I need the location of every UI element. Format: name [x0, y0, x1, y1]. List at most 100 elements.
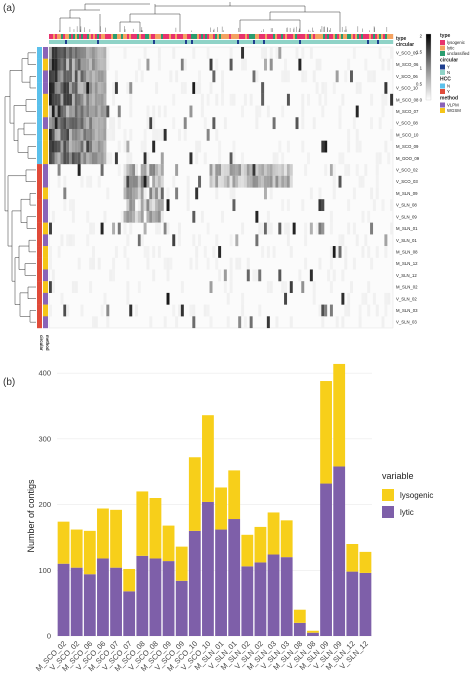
heatmap-cell [160, 199, 164, 212]
heatmap-cell [54, 117, 58, 130]
heatmap-cell [69, 58, 73, 71]
method-annotation-cell [43, 70, 48, 83]
circular-annotation-cell [127, 40, 130, 44]
heatmap-cell [387, 152, 391, 165]
type-annotation-cell [63, 34, 66, 39]
heatmap-cell [344, 304, 348, 317]
heatmap-cell [284, 175, 288, 188]
type-annotation-cell [53, 34, 56, 39]
heatmap-cell [258, 222, 262, 235]
type-annotation-cell [85, 34, 88, 39]
heatmap-cell [49, 304, 52, 317]
heatmap-cell [143, 164, 147, 176]
heatmap-cell [86, 234, 90, 247]
heatmap-cell [160, 175, 164, 188]
heatmap-cell [71, 234, 75, 247]
heatmap-cell [332, 246, 336, 258]
bar-lysogenic [228, 470, 241, 520]
heatmap-cell [94, 152, 98, 165]
heatmap-cell [301, 117, 305, 130]
heatmap-cell [157, 128, 161, 141]
heatmap-cell [86, 128, 90, 141]
heatmap-cell [86, 117, 90, 130]
type-annotation-cell [237, 34, 240, 39]
circular-annotation-cell [147, 40, 150, 44]
heatmap-cell [350, 70, 353, 83]
heatmap-cell [189, 304, 193, 317]
hcc-annotation-cell [37, 316, 42, 329]
heatmap-cell [74, 47, 78, 59]
heatmap-cell [60, 117, 64, 130]
heatmap-cell [117, 140, 121, 153]
type-annotation-cell [175, 34, 178, 39]
heatmap-cell [318, 58, 322, 71]
heatmap-cell [160, 164, 164, 176]
type-annotation-cell [349, 34, 352, 39]
type-annotation-cell [155, 34, 158, 39]
type-annotation-cell [387, 34, 390, 39]
heatmap-cell [178, 128, 181, 141]
type-annotation-cell [265, 34, 268, 39]
bar-lysogenic [320, 381, 332, 484]
type-annotation-cell [311, 34, 314, 39]
method-annotation-cell [43, 47, 48, 59]
type-annotation-cell [129, 34, 132, 39]
hcc-annotation-cell [37, 281, 42, 294]
type-annotation-cell [385, 34, 388, 39]
type-annotation-cell [303, 34, 306, 39]
heatmap-cell [215, 187, 219, 200]
heatmap-cell [89, 140, 93, 153]
heatmap-cell [100, 304, 104, 317]
heatmap-cell [352, 117, 356, 130]
heatmap-cell [92, 47, 95, 59]
type-annotation-cell [215, 34, 218, 39]
heatmap-cell [83, 93, 87, 106]
heatmap-cell [390, 222, 394, 235]
type-annotation-cell [141, 34, 144, 39]
heatmap-cell [60, 93, 64, 106]
heatmap-cell [378, 152, 382, 165]
heatmap-cell [226, 316, 230, 329]
heatmap-cell [155, 164, 159, 176]
heatmap-cell [86, 47, 90, 59]
heatmap-cell [80, 47, 84, 59]
heatmap-cell [212, 164, 216, 176]
bar-lytic [333, 466, 346, 636]
heatmap-cell [74, 117, 78, 130]
legend-item-label: lytic [447, 46, 455, 51]
heatmap-cell [329, 257, 333, 270]
heatmap-cell [215, 234, 219, 247]
heatmap-cell [370, 117, 374, 130]
heatmap-cell [117, 105, 121, 118]
heatmap-cell [286, 164, 290, 176]
type-annotation-cell [169, 34, 172, 39]
heatmap-cell [223, 117, 227, 130]
heatmap-cell [275, 152, 279, 165]
heatmap-cell [69, 105, 73, 118]
legend-group-title: HCC [440, 77, 451, 83]
type-annotation-cell [75, 34, 78, 39]
y-tick-label: 100 [38, 566, 51, 575]
heatmap-cell [123, 175, 127, 188]
heatmap-cell [83, 128, 87, 141]
heatmap-cell [126, 234, 130, 247]
heatmap-cell [103, 117, 107, 130]
heatmap-cell [123, 164, 127, 176]
heatmap-cell [249, 164, 253, 176]
circular-annotation-cell [107, 40, 110, 44]
type-annotation-cell [307, 34, 310, 39]
heatmap-cell [100, 152, 104, 165]
heatmap-cell [51, 47, 55, 59]
heatmap-cell [183, 117, 187, 130]
heatmap-cell [143, 246, 147, 258]
circular-annotation-cell [123, 40, 126, 44]
heatmap-cell [126, 140, 130, 153]
circular-annotation-cell [131, 40, 134, 44]
heatmap-cell [143, 152, 147, 165]
heatmap-cell [97, 117, 101, 130]
heatmap-cell [92, 222, 95, 235]
heatmap-cell [278, 175, 282, 188]
heatmap-row-label: M_SLN_09 [396, 191, 418, 196]
heatmap-cell [278, 164, 282, 176]
heatmap-cell [289, 164, 293, 176]
